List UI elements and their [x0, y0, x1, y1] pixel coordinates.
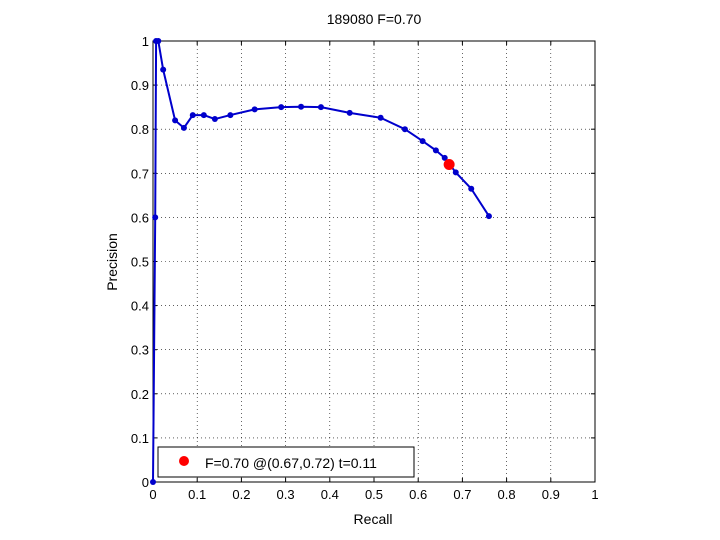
- legend-marker: [179, 456, 189, 466]
- x-tick-label: 0.9: [542, 487, 560, 502]
- data-point: [200, 112, 207, 119]
- data-point: [346, 109, 353, 116]
- y-tick-label: 0.6: [131, 210, 149, 225]
- best-f-point: [443, 158, 455, 170]
- y-axis-label: Precision: [104, 233, 120, 291]
- data-point: [180, 124, 187, 131]
- y-tick-label: 0.4: [131, 299, 149, 314]
- data-point: [155, 38, 162, 44]
- data-point: [298, 103, 305, 110]
- axis-ticks: 0 0.1 0.2 0.3 0.4 0.5 0.6 0.7 0.8 0.9 1 0 0.1 0.2 0.3 0…: [131, 34, 599, 502]
- x-tick-label: 0.1: [188, 487, 206, 502]
- y-tick-label: 0: [142, 475, 149, 490]
- data-point: [468, 185, 475, 192]
- grid: [153, 41, 595, 482]
- data-point: [227, 112, 234, 119]
- y-tick-label: 0.1: [131, 431, 149, 446]
- x-tick-label: 0.5: [365, 487, 383, 502]
- x-tick-label: 0.2: [232, 487, 250, 502]
- data-point: [278, 104, 285, 111]
- data-point: [172, 117, 179, 124]
- highlight-layer: [443, 158, 455, 170]
- series-layer: [150, 38, 492, 485]
- data-point: [441, 154, 448, 161]
- data-point: [401, 126, 408, 133]
- data-point: [419, 138, 426, 145]
- x-tick-label: 0.6: [409, 487, 427, 502]
- y-tick-label: 0.5: [131, 255, 149, 270]
- data-point: [211, 116, 218, 123]
- data-point: [432, 147, 439, 154]
- data-point: [189, 112, 196, 119]
- y-tick-label: 1: [142, 34, 149, 49]
- y-tick-label: 0.9: [131, 78, 149, 93]
- x-tick-label: 0.4: [321, 487, 339, 502]
- y-tick-label: 0.8: [131, 122, 149, 137]
- x-tick-label: 0.8: [498, 487, 516, 502]
- x-axis-label: Recall: [354, 511, 393, 527]
- x-tick-label: 0: [149, 487, 156, 502]
- data-point: [485, 213, 492, 220]
- y-tick-label: 0.3: [131, 343, 149, 358]
- data-point: [251, 106, 258, 113]
- legend-box: [157, 446, 415, 478]
- y-tick-label: 0.7: [131, 166, 149, 181]
- data-point: [452, 169, 459, 176]
- data-point: [317, 104, 324, 111]
- x-tick-label: 0.7: [453, 487, 471, 502]
- x-tick-label: 0.3: [277, 487, 295, 502]
- legend-label: F=0.70 @(0.67,0.72) t=0.11: [205, 455, 377, 471]
- y-tick-label: 0.2: [131, 387, 149, 402]
- x-tick-label: 1: [591, 487, 598, 502]
- data-point: [377, 114, 384, 121]
- data-point: [160, 66, 167, 73]
- chart-title: 189080 F=0.70: [327, 11, 422, 27]
- data-point: [152, 214, 159, 221]
- legend: F=0.70 @(0.67,0.72) t=0.11: [157, 446, 415, 478]
- data-point: [150, 479, 156, 485]
